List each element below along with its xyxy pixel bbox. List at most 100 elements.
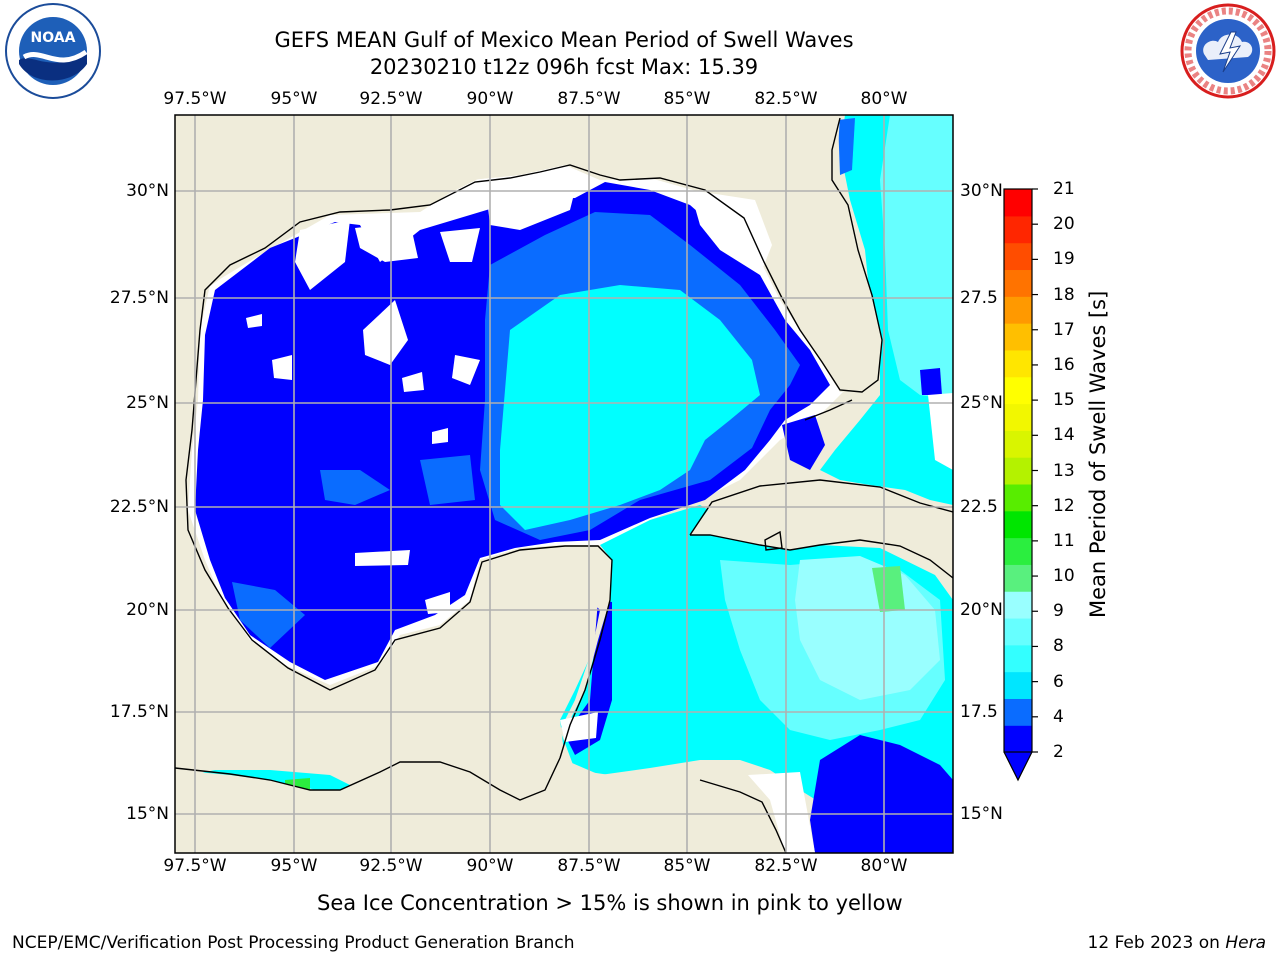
lon-tick-label: 97.5°W	[163, 856, 227, 876]
lon-tick-label: 92.5°W	[359, 89, 423, 109]
shelf-mask	[355, 550, 410, 566]
shelf-mask	[485, 180, 575, 230]
swell-2-4s	[810, 735, 953, 853]
graticule	[175, 115, 953, 853]
footer-date: 12 Feb 2023 on Hera	[1088, 933, 1266, 953]
colorbar-segment	[1004, 698, 1032, 726]
shelf-mask	[295, 220, 350, 290]
nws-logo-icon	[1180, 3, 1276, 99]
colorbar-tick-label: 10	[1053, 566, 1075, 587]
swell-8-9s	[880, 115, 953, 400]
colorbar-tick-label: 19	[1053, 249, 1075, 270]
colorbar-extend-arrow	[1004, 752, 1032, 780]
lat-tick-label: 20°N	[126, 600, 169, 620]
lon-tick-label: 82.5°W	[754, 856, 818, 876]
shelf-mask	[363, 300, 408, 365]
shelf-mask	[355, 222, 418, 262]
colorbar	[1003, 188, 1038, 782]
shelf-mask	[432, 428, 448, 444]
coastlines	[175, 117, 953, 853]
colorbar-tick-label: 12	[1053, 495, 1075, 516]
lat-tick-label: 17.5°N	[109, 702, 169, 722]
lat-tick-label: 27.5°N	[109, 288, 169, 308]
colorbar-segment	[1004, 349, 1032, 378]
colorbar-segment	[1004, 215, 1032, 244]
colorbar-segment	[1004, 430, 1032, 458]
swell-2-4s	[782, 415, 825, 470]
swell-10-11s	[872, 566, 905, 612]
lat-tick-label: 25°N	[960, 393, 1003, 413]
land-cuba	[690, 480, 953, 578]
swell-4-6s	[838, 118, 855, 175]
lon-tick-label: 87.5°W	[557, 856, 621, 876]
shelf-mask	[246, 314, 262, 328]
lon-tick-label: 82.5°W	[754, 89, 818, 109]
colorbar-tick-label: 20	[1053, 214, 1075, 235]
colorbar-segment	[1004, 725, 1032, 753]
colorbar-segment	[1004, 510, 1032, 539]
shelf-mask	[452, 355, 480, 385]
shelf-mask	[425, 592, 450, 614]
colorbar-segment	[1004, 323, 1032, 351]
sea-ice-note: Sea Ice Concentration > 15% is shown in …	[317, 891, 903, 915]
swell-4-6s	[232, 582, 305, 648]
colorbar-segment	[1004, 537, 1032, 565]
lon-tick-label: 90°W	[466, 89, 514, 109]
colorbar-segment	[1004, 644, 1032, 673]
lat-tick-label: 22.5°N	[109, 497, 169, 517]
colorbar-segment	[1004, 457, 1032, 485]
colorbar-tick-label: 15	[1053, 390, 1075, 411]
colorbar-tick-label: 16	[1053, 354, 1075, 375]
colorbar-tick-label: 9	[1053, 601, 1064, 622]
lon-tick-label: 85°W	[663, 89, 711, 109]
swell-9-10s	[795, 556, 940, 700]
map-panel	[174, 114, 954, 854]
colorbar-segment	[1004, 189, 1032, 217]
shelf-mask	[440, 228, 480, 262]
shelf-mask	[748, 772, 815, 853]
map-subtitle: 20230210 t12z 096h fcst Max: 15.39	[369, 55, 759, 79]
swell-4-6s	[320, 470, 390, 505]
lon-tick-label: 80°W	[860, 89, 908, 109]
map-frame	[174, 114, 954, 854]
colorbar-tick-label: 2	[1053, 742, 1064, 762]
footer-date-text: 12 Feb 2023 on	[1087, 933, 1226, 953]
lat-tick-label: 25°N	[126, 393, 169, 413]
colorbar-segment	[1004, 376, 1032, 405]
colorbar-segment	[1004, 296, 1032, 324]
noaa-logo-icon: NOAA	[5, 3, 101, 99]
colorbar-segment	[1004, 483, 1032, 512]
colorbar-segment	[1004, 403, 1032, 431]
swell-2-4s	[920, 368, 942, 395]
lat-tick-label: 15°N	[126, 804, 169, 824]
lat-tick-label: 30°N	[960, 181, 1003, 201]
footer-host: Hera	[1225, 933, 1266, 953]
lon-tick-label: 87.5°W	[557, 89, 621, 109]
map-title: GEFS MEAN Gulf of Mexico Mean Period of …	[274, 28, 854, 52]
swell-6-8s	[500, 285, 760, 530]
colorbar-segment	[1004, 671, 1032, 699]
shelf-mask	[402, 372, 424, 392]
lat-tick-label: 20°N	[960, 600, 1003, 620]
lon-tick-label: 92.5°W	[359, 856, 423, 876]
land-us-gulf-coast	[175, 115, 882, 392]
swell-4-6s	[420, 455, 475, 505]
lat-tick-label: 17.5	[960, 702, 998, 722]
colorbar-tick-label: 8	[1053, 636, 1064, 657]
colorbar-tick-label: 11	[1053, 530, 1075, 551]
colorbar-segment	[1004, 242, 1032, 271]
colorbar-segment	[1004, 269, 1032, 297]
lon-tick-label: 95°W	[270, 856, 318, 876]
lon-tick-label: 85°W	[663, 856, 711, 876]
colorbar-tick-label: 18	[1053, 284, 1075, 305]
lon-tick-label: 80°W	[860, 856, 908, 876]
lat-tick-label: 27.5	[960, 288, 998, 308]
lon-tick-label: 90°W	[466, 856, 514, 876]
lat-tick-label: 22.5	[960, 497, 998, 517]
colorbar-tick-label: 4	[1053, 706, 1064, 727]
colorbar-tick-label: 14	[1053, 425, 1075, 446]
colorbar-segment	[1004, 591, 1032, 619]
colorbar-tick-label: 13	[1053, 460, 1075, 481]
lat-tick-label: 15°N	[960, 804, 1003, 824]
lat-tick-label: 30°N	[126, 181, 169, 201]
